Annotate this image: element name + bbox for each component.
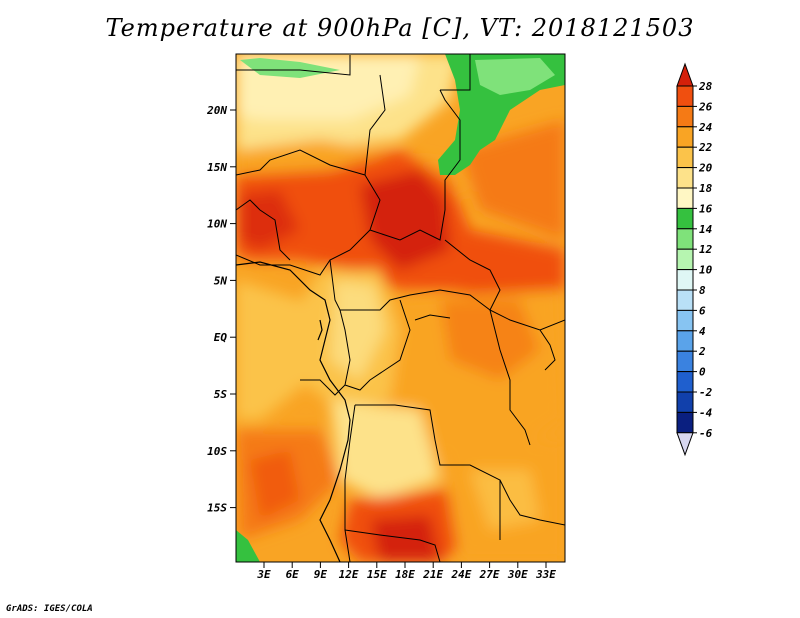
colorbar-box: [676, 411, 694, 434]
colorbar-box: [676, 309, 694, 332]
colorbar-label: 4: [699, 325, 706, 338]
colorbar-label: 18: [699, 182, 713, 195]
lat-label: EQ: [214, 331, 228, 344]
colorbar-label: 16: [699, 202, 713, 215]
colorbar-box: [676, 269, 694, 291]
lat-label: 5N: [214, 274, 228, 287]
colorbar-label: -4: [699, 406, 713, 419]
lon-label: 3E: [256, 568, 271, 581]
colorbar-label: 24: [698, 121, 713, 134]
lat-label: 5S: [214, 388, 228, 401]
map-title: Temperature at 900hPa [C], VT: 201812150…: [105, 14, 695, 42]
coastline: [236, 261, 351, 562]
map-frame: [235, 53, 566, 563]
colorbar-box: [676, 167, 694, 189]
colorbar-box: [676, 207, 694, 230]
lat-label: 10N: [207, 218, 227, 231]
colorbar-box: [676, 85, 694, 107]
colorbar-label: 10: [699, 264, 713, 277]
colorbar-box: [676, 105, 694, 128]
lon-label: 9E: [314, 568, 328, 581]
temperature-field: [236, 54, 565, 562]
lat-label: 10S: [207, 445, 227, 458]
colorbar-label: 6: [699, 304, 706, 317]
colorbar-box: [676, 248, 694, 271]
colorbar-box: [676, 350, 694, 373]
lon-label: 30E: [507, 568, 528, 581]
colorbar-label: -2: [699, 386, 713, 399]
latitude-axis: 20N 15N 10N 5N EQ 5S 10S 15S: [206, 104, 236, 515]
colorbar-label: -6: [699, 427, 713, 440]
colorbar-box: [676, 289, 694, 311]
colorbar-label: 2: [698, 345, 706, 358]
colorbar-label: 0: [699, 366, 706, 379]
colorbar-box: [676, 330, 694, 352]
colorbar-label: 14: [699, 223, 713, 236]
lon-label: 12E: [339, 568, 359, 581]
grads-credit: GrADS: IGES/COLA: [6, 604, 93, 614]
colorbar-label: 8: [699, 284, 706, 297]
colorbar-label: 26: [698, 100, 713, 113]
country-borders: [236, 54, 565, 562]
field-blobs: [236, 54, 565, 562]
colorbar-box: [676, 126, 694, 148]
colorbar-bottom-triangle: [676, 432, 694, 457]
colorbar-box: [676, 146, 694, 169]
colorbar-label: 22: [698, 141, 713, 154]
lon-label: 24E: [450, 568, 471, 581]
colorbar-label: 12: [699, 243, 713, 256]
lat-label: 15N: [207, 161, 227, 174]
lon-label: 15E: [367, 568, 387, 581]
colorbar-label: 20: [698, 162, 713, 175]
lat-label: 15S: [207, 502, 227, 515]
colorbar-box: [676, 371, 694, 393]
longitude-axis: 3E 6E 9E 12E 15E 18E 21E 24E 27E 30E 33E: [256, 562, 556, 581]
colorbar-box: [676, 187, 694, 209]
lat-label: 20N: [206, 104, 227, 117]
lon-label: 27E: [479, 568, 500, 581]
green-region-southwest: [236, 530, 260, 562]
lon-label: 21E: [422, 568, 443, 581]
colorbar-label: 28: [698, 80, 713, 93]
lon-label: 33E: [535, 568, 556, 581]
colorbar-top-triangle: [676, 62, 694, 87]
colorbar-box: [676, 228, 694, 250]
lon-label: 6E: [286, 568, 300, 581]
lon-label: 18E: [395, 568, 415, 581]
colorbar-box: [676, 391, 694, 413]
